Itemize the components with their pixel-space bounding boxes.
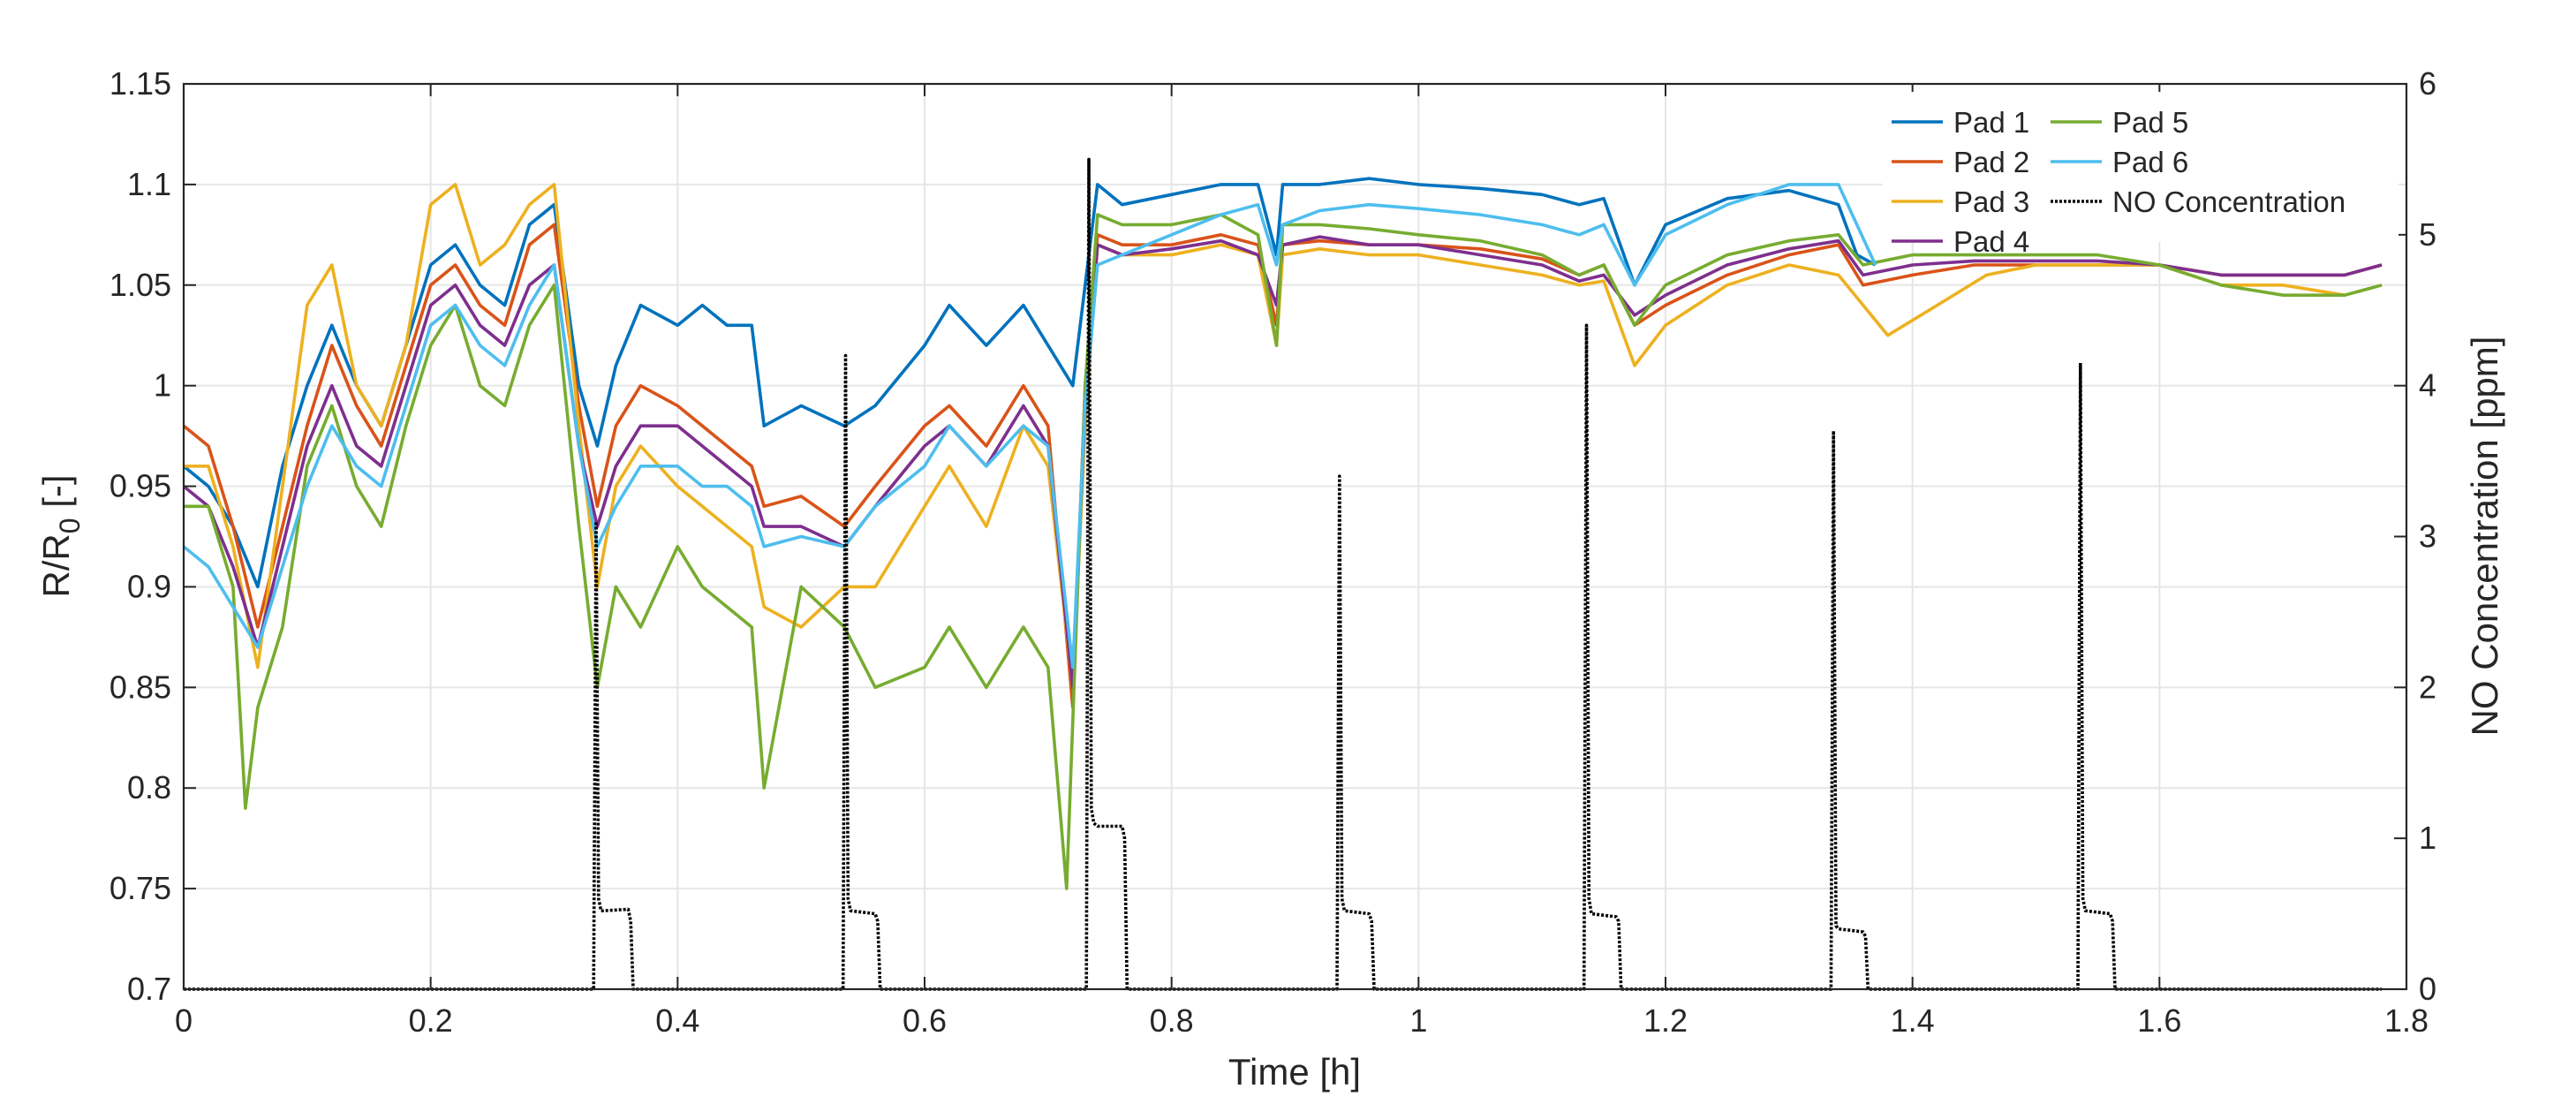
y-left-tick-label: 0.8	[127, 769, 171, 805]
tick-labels: 0 0.2 0.4 0.6 0.8 1 1.2 1.4 1.6 1.8 0.7 0.75 0.8 0.85…	[110, 65, 2436, 1039]
y-right-tick-label: 5	[2419, 216, 2436, 253]
x-tick-label: 0.4	[655, 1002, 699, 1039]
series-line-3	[184, 183, 2383, 690]
axes	[182, 82, 2408, 991]
x-tick-label: 1.6	[2137, 1002, 2181, 1039]
y-right-tick-label: 2	[2419, 669, 2436, 705]
x-tick-label: 0.6	[903, 1002, 947, 1039]
series-line-1	[182, 177, 1877, 589]
y-right-tick-label: 0	[2419, 971, 2436, 1007]
y-axis-label-left-suffix: [-]	[35, 474, 77, 518]
series-line-6	[182, 183, 1877, 669]
y-left-tick-label: 1.05	[110, 267, 171, 303]
y-right-tick-label: 6	[2419, 65, 2436, 102]
x-tick-label: 1.4	[1891, 1002, 1935, 1039]
legend-label: NO Concentration	[2112, 185, 2346, 218]
legend-label: Pad 5	[2112, 106, 2188, 139]
y-left-tick-label: 0.95	[110, 468, 171, 504]
y-left-tick-label: 1.15	[110, 65, 171, 102]
series-line-4	[182, 235, 2383, 690]
legend-label: Pad 4	[1953, 225, 2029, 258]
x-tick-label: 1.2	[1643, 1002, 1688, 1039]
legend-label: Pad 1	[1953, 106, 2029, 139]
x-tick-label: 0.2	[409, 1002, 453, 1039]
y-right-tick-label: 1	[2419, 820, 2436, 856]
y-left-tick-label: 0.75	[110, 870, 171, 906]
legend-box	[1883, 92, 2398, 242]
y-axis-label-left-main: R/R	[35, 533, 77, 597]
x-tick-label: 1	[1409, 1002, 1427, 1039]
y-left-tick-label: 0.85	[110, 669, 171, 705]
legend-label: Pad 3	[1953, 185, 2029, 218]
axes-frame	[182, 82, 2408, 991]
y-left-tick-label: 0.7	[127, 971, 171, 1007]
series-line-5	[184, 213, 2383, 890]
y-right-tick-label: 4	[2419, 367, 2436, 404]
y-left-tick-label: 0.9	[127, 568, 171, 604]
x-tick-label: 0	[175, 1002, 193, 1039]
x-axis-label: Time [h]	[1228, 1051, 1361, 1093]
y-axis-label-left: R/R0 [-]	[35, 474, 86, 597]
x-tick-label: 1.8	[2384, 1002, 2429, 1039]
legend: Pad 1 Pad 2 Pad 3 Pad 4 Pad 5 Pad 6 NO Concent…	[1883, 92, 2398, 258]
y-axis-label-right: NO Concentration [ppm]	[2464, 336, 2505, 737]
legend-label: Pad 2	[1953, 146, 2029, 178]
y-left-tick-label: 1.1	[127, 166, 171, 202]
y-left-tick-label: 1	[154, 367, 171, 404]
y-axis-label-left-sub: 0	[54, 518, 86, 533]
y-right-tick-label: 3	[2419, 518, 2436, 555]
x-tick-label: 0.8	[1150, 1002, 1194, 1039]
series-line-2	[182, 223, 2383, 709]
legend-label: Pad 6	[2112, 146, 2188, 178]
